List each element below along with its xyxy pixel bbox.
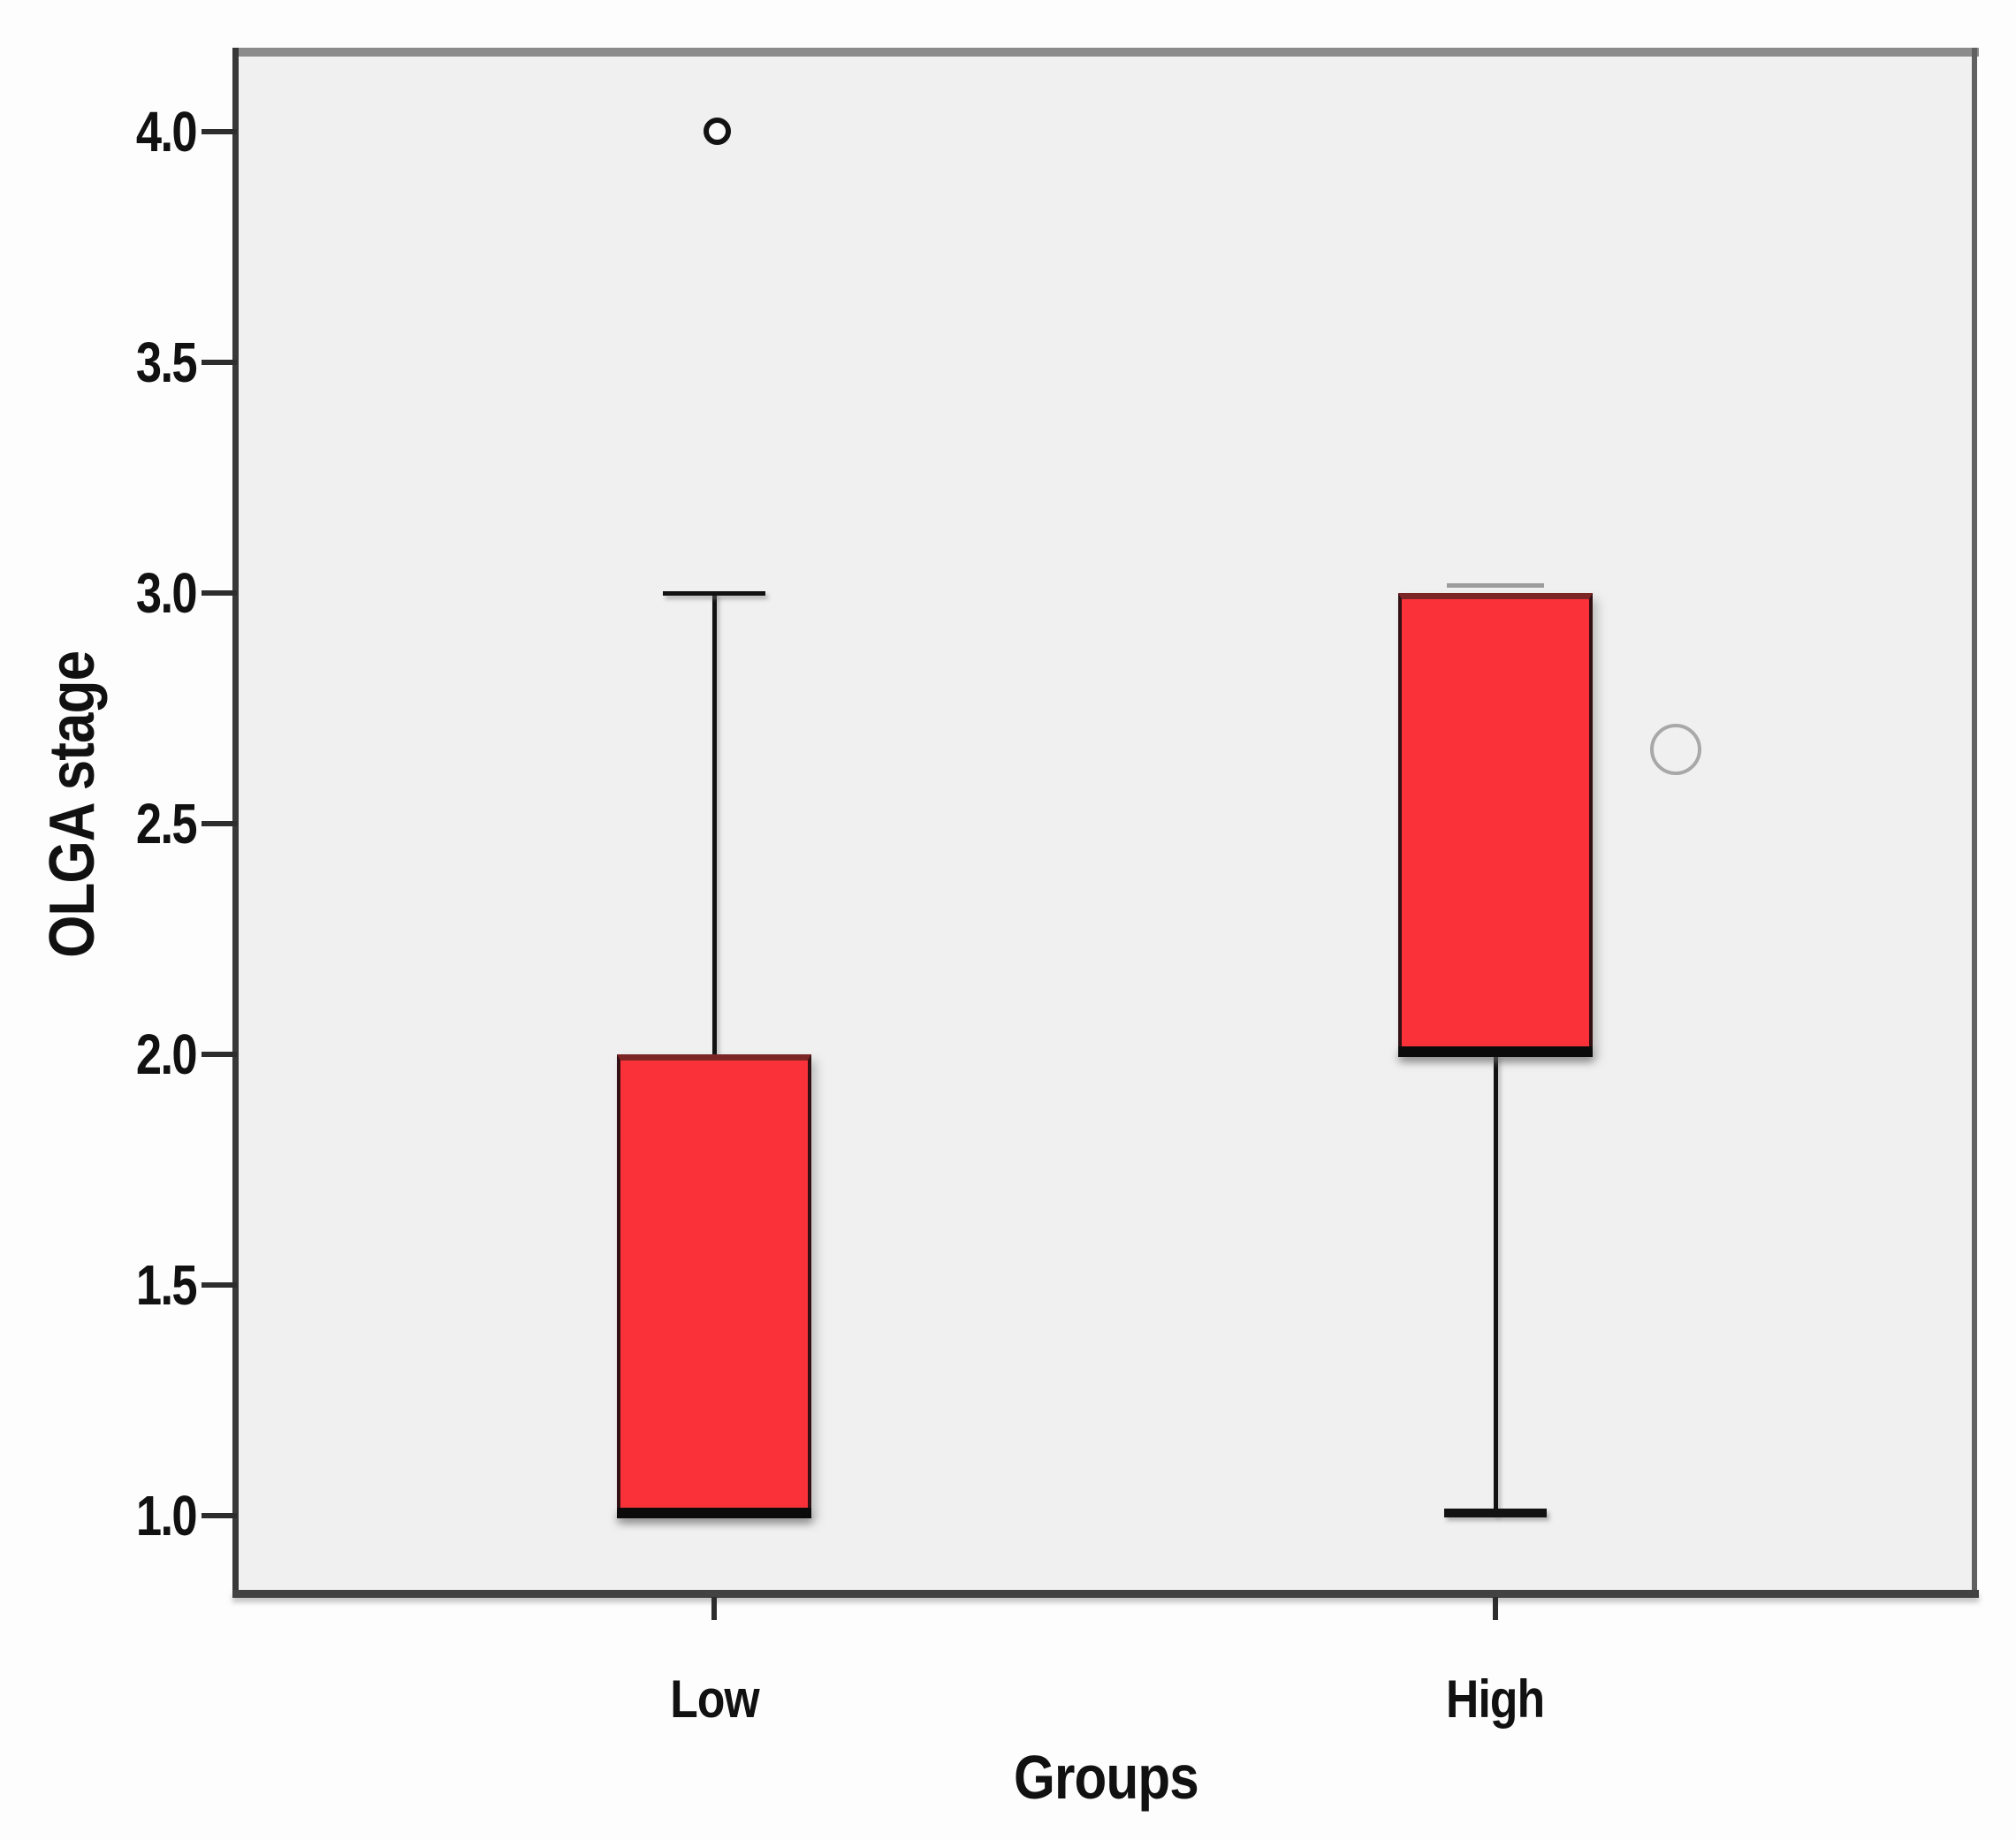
x-tick [1493, 1597, 1498, 1620]
upper-whisker-line-low [712, 593, 717, 1054]
plot-area [237, 53, 1974, 1594]
plot-border-top [232, 48, 1979, 57]
y-tick [202, 1052, 237, 1057]
y-tick-label-text: 3.0 [135, 561, 198, 625]
y-tick-label-text: 4.0 [135, 100, 198, 163]
x-tick-label-text: High [1446, 1669, 1545, 1729]
lower-whisker-line-high [1494, 1054, 1498, 1516]
y-tick-label: 2.5 [14, 788, 198, 859]
y-tick-label: 1.5 [14, 1250, 198, 1320]
median-line-high [1398, 1046, 1593, 1057]
x-tick-label-low: Low [573, 1670, 856, 1729]
y-tick-label-text: 2.5 [135, 792, 198, 855]
y-tick-label-text: 3.5 [135, 331, 198, 394]
y-tick-label-text: 1.5 [135, 1253, 198, 1317]
y-tick-label: 2.0 [14, 1019, 198, 1090]
x-axis-title-text: Groups [1013, 1743, 1199, 1812]
x-tick-label-text: Low [669, 1669, 759, 1729]
y-tick [202, 1513, 237, 1518]
x-tick [711, 1597, 717, 1620]
y-tick-label-text: 2.0 [135, 1023, 198, 1086]
box-low [617, 1054, 811, 1516]
x-tick-label-high: High [1354, 1670, 1637, 1729]
y-axis-title-text: OLGA stage [37, 650, 108, 958]
y-tick [202, 360, 237, 365]
y-tick-label: 1.0 [14, 1480, 198, 1551]
y-tick [202, 1282, 237, 1288]
y-axis-title: OLGA stage [33, 530, 112, 1078]
lower-whisker-cap-high [1444, 1509, 1547, 1517]
y-tick-label: 3.0 [14, 558, 198, 628]
y-tick [202, 821, 237, 826]
median-line-low [617, 1508, 811, 1518]
y-tick-label-text: 1.0 [135, 1484, 198, 1547]
y-tick-label: 4.0 [14, 96, 198, 167]
upper-whisker-cap-high [1447, 583, 1544, 588]
x-axis-title: Groups [841, 1743, 1371, 1812]
outlier-circle-low [704, 118, 731, 145]
y-tick [202, 590, 237, 596]
box-high [1398, 593, 1593, 1054]
upper-whisker-cap-low [663, 591, 765, 596]
plot-border-bottom [232, 1590, 1979, 1598]
outlier-circle-high [1650, 724, 1701, 775]
y-tick-label: 3.5 [14, 327, 198, 398]
y-tick [202, 129, 237, 134]
plot-border-right [1972, 48, 1977, 1598]
